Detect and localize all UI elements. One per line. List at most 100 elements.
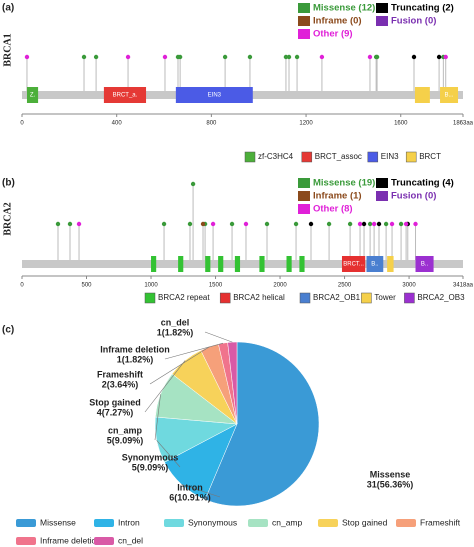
domain-legend-label: BRCA2_OB3 <box>417 293 465 302</box>
leader-line <box>181 484 221 498</box>
legend-swatch <box>248 519 268 527</box>
lollipop-head <box>308 221 314 227</box>
legend-label: Other (9) <box>313 29 353 40</box>
x-tick-label: 1600 <box>394 121 408 127</box>
legend-label: Missense (12) <box>313 3 375 14</box>
domain-legend-label: BRCA2 helical <box>233 293 285 302</box>
domain-box <box>366 256 384 272</box>
domain-box <box>103 87 147 103</box>
slice-label: Intron <box>177 482 203 492</box>
leader-line <box>144 360 186 413</box>
lollipop-head <box>93 54 99 60</box>
legend-label: Synonymous <box>188 517 237 527</box>
x-tick-label: 3418aa <box>453 283 474 289</box>
slice-label: Inframe deletion <box>100 344 170 354</box>
legend-label: Inframe (0) <box>313 16 362 27</box>
domain-legend-swatch <box>301 151 313 163</box>
slice-value-label: 6(10.91%) <box>169 492 211 502</box>
domain-box <box>151 256 157 272</box>
lollipop-head <box>222 54 228 60</box>
lollipop-head <box>76 221 82 227</box>
domain-box <box>415 256 434 272</box>
domain-legend-label: BRCT <box>419 152 441 161</box>
domain-legend-swatch <box>219 292 231 304</box>
domain-legend-swatch <box>367 151 379 163</box>
lollipop-head <box>125 54 131 60</box>
lollipop-head <box>177 54 183 60</box>
domain-legend-label: BRCA2_OB1 <box>313 293 361 302</box>
slice-value-label: 1(1.82%) <box>157 327 194 337</box>
lollipop-head <box>383 221 389 227</box>
domain-box <box>234 256 241 272</box>
domain-box <box>259 256 265 272</box>
legend-label: Inframe (1) <box>313 191 362 202</box>
lollipop-head <box>367 54 373 60</box>
domain-box <box>26 87 39 103</box>
domain-label: B.. <box>421 262 429 268</box>
domain-legend-swatch <box>144 292 156 304</box>
slice-value-label: 31(56.36%) <box>367 479 414 489</box>
domain-label: BRCT... <box>343 262 364 268</box>
x-tick-label: 1200 <box>299 121 313 127</box>
legend-swatch <box>94 519 114 527</box>
lollipop-head <box>210 221 216 227</box>
legend-swatch <box>376 16 388 26</box>
slice-label: Frameshift <box>97 369 143 379</box>
lollipop-head <box>361 221 367 227</box>
lollipop-head <box>187 221 193 227</box>
lollipop-head <box>403 221 409 227</box>
lollipop-head <box>376 221 382 227</box>
slice-label: Synonymous <box>122 452 179 462</box>
x-tick-label: 1863aa <box>453 121 474 127</box>
lollipop-head <box>374 54 380 60</box>
legend-swatch <box>164 519 184 527</box>
lollipop-head <box>367 221 373 227</box>
lollipop-head <box>436 54 442 60</box>
lollipop-head <box>347 221 353 227</box>
legend-label: cn_amp <box>272 517 303 527</box>
domain-box <box>299 256 305 272</box>
lollipop-head <box>413 221 418 227</box>
pie-slice <box>204 341 320 507</box>
legend-swatch <box>298 16 310 26</box>
slice-label: Missense <box>370 469 411 479</box>
lollipop-head <box>411 54 417 60</box>
y-axis-label: BRCA1 <box>2 33 13 66</box>
lollipop-head <box>229 221 235 227</box>
domain-label: B.. <box>371 262 379 268</box>
lollipop-head <box>81 54 87 60</box>
lollipop-head <box>190 181 196 187</box>
x-tick-label: 3000 <box>402 283 416 289</box>
lollipop-head <box>24 54 30 60</box>
domain-box <box>286 256 292 272</box>
y-axis-label: BRCA2 <box>2 202 13 235</box>
x-tick-label: 500 <box>82 283 93 289</box>
legend-swatch <box>298 29 310 39</box>
domain-legend-swatch <box>244 151 256 163</box>
domain-legend-swatch <box>361 292 372 304</box>
leader-line <box>149 346 210 385</box>
domain-label: Z. <box>30 93 36 99</box>
x-tick-label: 1500 <box>209 283 223 289</box>
panel-label: (b) <box>2 178 15 189</box>
lollipop-head <box>200 221 206 227</box>
x-tick-label: 0 <box>20 121 24 127</box>
legend-label: Intron <box>118 517 140 527</box>
lollipop-head <box>398 221 404 227</box>
leader-line <box>156 440 181 468</box>
domain-label: EIN3 <box>208 93 222 99</box>
lollipop-head <box>161 221 167 227</box>
domain-legend-label: EIN3 <box>381 152 399 161</box>
slice-value-label: 5(9.09%) <box>107 435 144 445</box>
slice-value-label: 5(9.09%) <box>132 462 169 472</box>
domain-legend-swatch <box>405 151 417 163</box>
legend-label: Fusion (0) <box>391 191 436 202</box>
domain-legend-label: zf-C3HC4 <box>258 152 294 161</box>
domain-box <box>175 87 253 103</box>
domain-label: B... <box>445 93 454 99</box>
protein-backbone <box>22 260 463 268</box>
lollipop-head <box>247 54 253 60</box>
legend-swatch <box>298 3 310 13</box>
domain-box <box>205 256 211 272</box>
